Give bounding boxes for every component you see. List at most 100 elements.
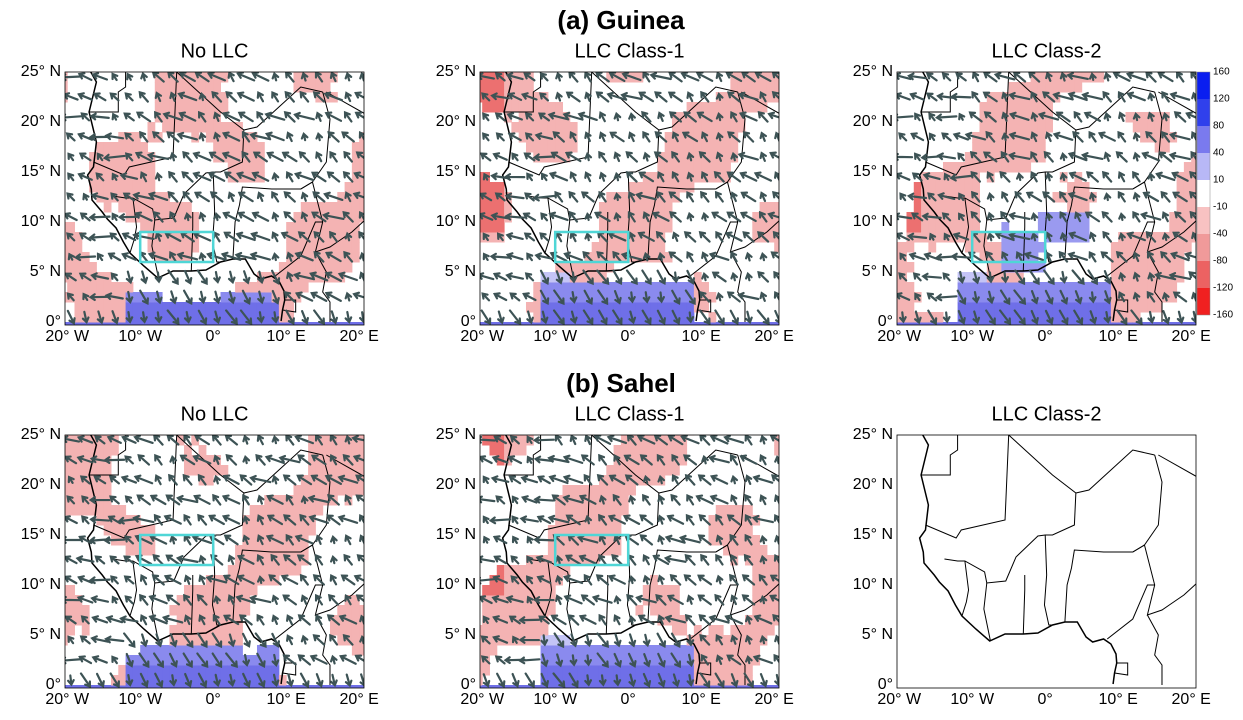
- wind-arrow: [971, 190, 981, 203]
- shading-cell: [693, 625, 702, 636]
- shading-cell: [264, 565, 273, 576]
- shading-cell: [774, 322, 779, 325]
- shading-cell: [191, 585, 200, 596]
- shading-cell: [1154, 122, 1163, 133]
- wind-arrow: [598, 150, 607, 163]
- shading-cell: [766, 585, 775, 596]
- wind-arrow: [282, 514, 297, 526]
- wind-arrow: [140, 311, 148, 324]
- wind-arrow: [562, 494, 584, 504]
- shading-cell: [1059, 82, 1068, 93]
- wind-arrow: [700, 171, 709, 183]
- shading-cell: [723, 645, 731, 656]
- shading-cell: [766, 72, 775, 73]
- shading-cell: [774, 82, 779, 93]
- shading-cell: [979, 292, 988, 303]
- wind-arrow: [104, 292, 124, 301]
- wind-arrow: [111, 172, 119, 181]
- wind-arrow: [584, 514, 593, 525]
- shading-cell: [620, 455, 629, 466]
- wind-arrow: [197, 473, 207, 486]
- wind-arrow: [506, 112, 523, 121]
- wind-arrow: [1059, 152, 1068, 162]
- shading-cell: [366, 122, 374, 133]
- shading-cell: [642, 182, 651, 193]
- shading-cell: [489, 595, 498, 606]
- shading-cell: [525, 605, 534, 616]
- shading-cell: [730, 645, 739, 656]
- wind-arrow: [121, 232, 137, 242]
- shading-cell: [1023, 152, 1032, 163]
- wind-arrow: [213, 270, 221, 284]
- shading-cell: [613, 645, 622, 656]
- shading-cell: [176, 605, 185, 616]
- border: [190, 212, 194, 272]
- shading-cell: [1147, 322, 1156, 325]
- colorbar-label: -40: [1213, 229, 1228, 240]
- wind-arrow: [88, 293, 111, 302]
- shading-cell: [344, 605, 353, 616]
- wind-arrow: [299, 90, 310, 103]
- shading-cell: [351, 435, 360, 436]
- wind-arrow: [124, 92, 134, 102]
- shading-cell: [337, 435, 346, 436]
- shading-cell: [723, 102, 731, 113]
- shading-cell: [679, 282, 688, 293]
- shading-cell: [577, 272, 585, 283]
- wind-arrow: [167, 190, 179, 203]
- wind-arrow: [684, 473, 696, 486]
- wind-arrow: [285, 309, 295, 325]
- shading-cell: [496, 222, 505, 233]
- wind-arrow: [1103, 311, 1112, 324]
- shading-cell: [1169, 262, 1178, 273]
- shading-cell: [308, 685, 316, 688]
- shading-cell: [322, 242, 331, 253]
- shading-cell: [235, 625, 243, 636]
- shading-cell: [511, 72, 520, 73]
- wind-arrow: [488, 516, 512, 525]
- wind-arrow: [89, 515, 111, 524]
- shading-cell: [715, 142, 724, 153]
- shading-cell: [74, 312, 83, 323]
- wind-arrow: [1044, 309, 1054, 325]
- wind-arrow: [91, 655, 108, 664]
- wind-arrow: [123, 555, 135, 565]
- shading-cell: [1140, 262, 1148, 273]
- wind-arrow: [518, 636, 541, 644]
- shading-cell: [65, 242, 68, 253]
- shading-cell: [147, 242, 156, 253]
- shading-cell: [169, 82, 178, 93]
- wind-arrow: [151, 574, 165, 586]
- wind-arrow: [1130, 309, 1143, 325]
- shading-cell: [322, 485, 331, 496]
- wind-arrow: [342, 211, 354, 223]
- shading-cell: [1125, 302, 1134, 313]
- wind-arrow: [553, 289, 565, 306]
- shading-cell: [359, 465, 364, 476]
- wind-arrow: [1117, 291, 1126, 303]
- wind-arrow: [523, 152, 536, 162]
- shading-cell: [964, 292, 973, 303]
- wind-arrow: [925, 92, 938, 102]
- shading-cell: [555, 322, 563, 325]
- shading-cell: [308, 465, 316, 476]
- shading-cell: [162, 415, 170, 426]
- wind-arrow: [550, 614, 567, 626]
- shading-cell: [979, 122, 988, 133]
- shading-cell: [81, 605, 90, 616]
- shading-cell: [147, 122, 156, 133]
- wind-arrow: [654, 91, 668, 103]
- wind-arrow: [65, 615, 77, 625]
- shading-cell: [489, 635, 498, 646]
- wind-arrow: [132, 231, 155, 241]
- wind-arrow: [225, 454, 238, 466]
- wind-arrow: [67, 475, 75, 484]
- shading-cell: [737, 82, 746, 93]
- shading-cell: [723, 162, 731, 173]
- shading-cell: [366, 625, 374, 636]
- shading-cell: [1052, 212, 1061, 223]
- wind-arrow: [726, 514, 741, 526]
- shading-cell: [191, 232, 200, 243]
- wind-arrow: [66, 495, 76, 505]
- wind-arrow: [329, 435, 338, 446]
